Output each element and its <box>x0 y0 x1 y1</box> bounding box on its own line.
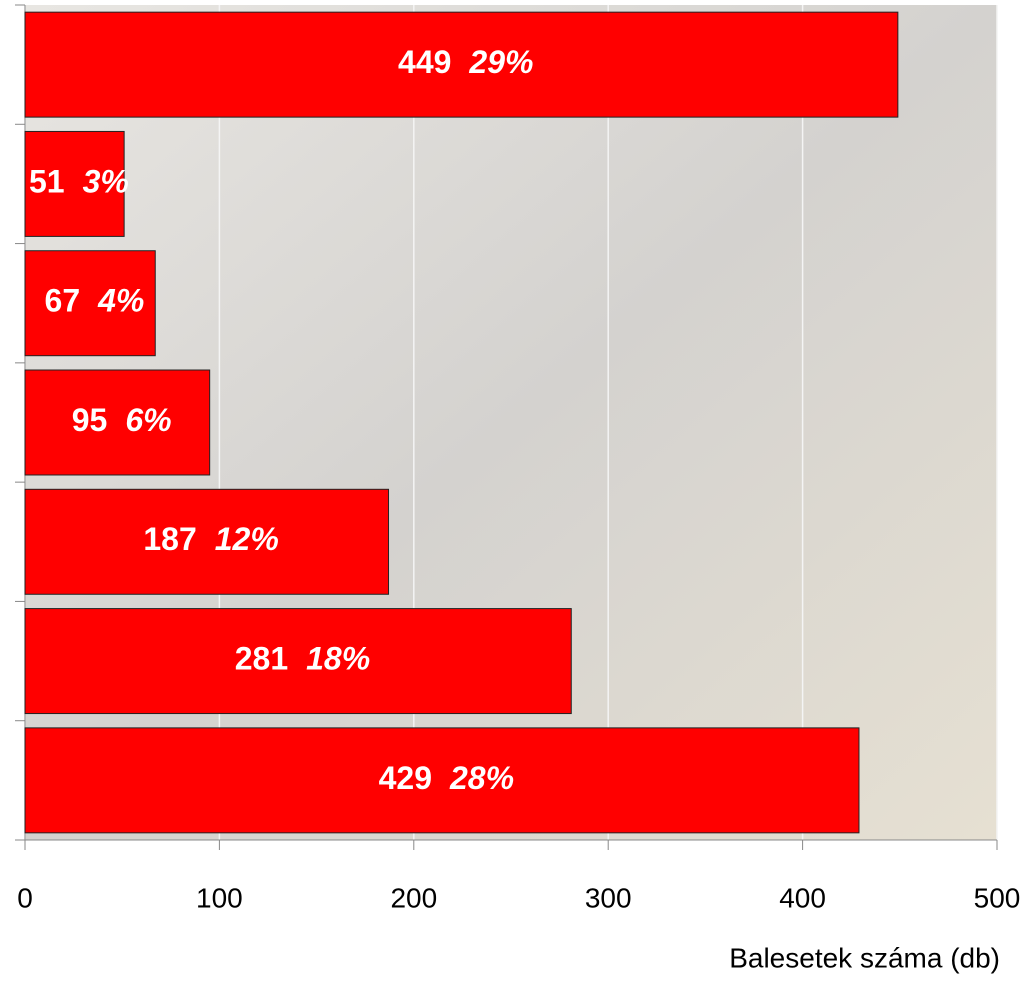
x-tick-label: 500 <box>974 882 1021 913</box>
share-label: 18% <box>306 641 370 677</box>
x-tick-label: 100 <box>196 882 243 913</box>
share-label: 29% <box>468 44 533 80</box>
share-label: 12% <box>215 521 279 557</box>
value-label: 67 <box>45 283 81 319</box>
bar <box>25 489 389 594</box>
share-label: 4% <box>97 283 144 319</box>
share-label: 28% <box>449 760 514 796</box>
x-tick-label: 200 <box>390 882 437 913</box>
bar <box>25 728 859 833</box>
chart: Balesetek száma (db) 0 100 200 300 400 500 449… <box>0 0 1033 980</box>
x-tick-label: 400 <box>779 882 826 913</box>
bar <box>25 609 571 714</box>
share-label: 3% <box>83 163 129 199</box>
x-tick-label: 0 <box>17 882 33 913</box>
bar <box>25 12 898 117</box>
x-tick-label: 300 <box>585 882 632 913</box>
value-label: 429 <box>379 760 432 796</box>
value-label: 51 <box>29 163 65 199</box>
value-label: 187 <box>143 521 196 557</box>
value-label: 95 <box>72 402 108 438</box>
x-axis-title: Balesetek száma (db) <box>729 942 1000 973</box>
share-label: 6% <box>125 402 171 438</box>
value-label: 449 <box>398 44 451 80</box>
bar <box>25 370 210 475</box>
value-label: 281 <box>235 641 288 677</box>
